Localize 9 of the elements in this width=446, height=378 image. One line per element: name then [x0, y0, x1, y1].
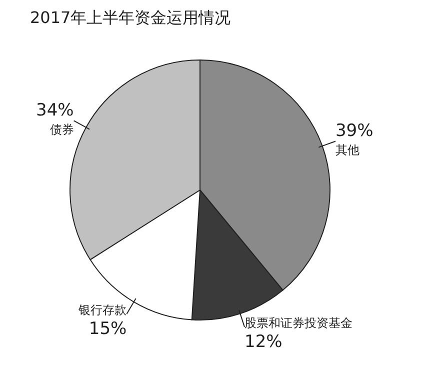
- data-label: 34%: [36, 100, 74, 121]
- slice-label: 债券: [50, 122, 74, 137]
- slice-label: 股票和证券投资基金: [244, 316, 352, 330]
- slice-label: 银行存款: [78, 302, 127, 317]
- slice-label: 其他: [335, 143, 360, 158]
- data-label: 12%: [244, 332, 282, 352]
- chart-title: 2017年上半年资金运用情况: [30, 8, 231, 27]
- data-label: 15%: [88, 318, 127, 339]
- data-label: 39%: [335, 121, 374, 142]
